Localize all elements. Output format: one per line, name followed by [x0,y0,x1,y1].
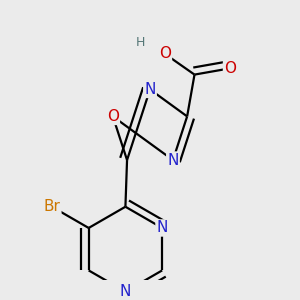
Text: O: O [159,46,171,62]
Text: O: O [224,61,236,76]
Text: N: N [144,82,156,97]
Text: N: N [120,284,131,299]
Text: Br: Br [44,199,60,214]
Text: N: N [157,220,168,236]
Text: N: N [167,153,178,168]
Text: H: H [135,36,145,49]
Text: O: O [107,109,119,124]
